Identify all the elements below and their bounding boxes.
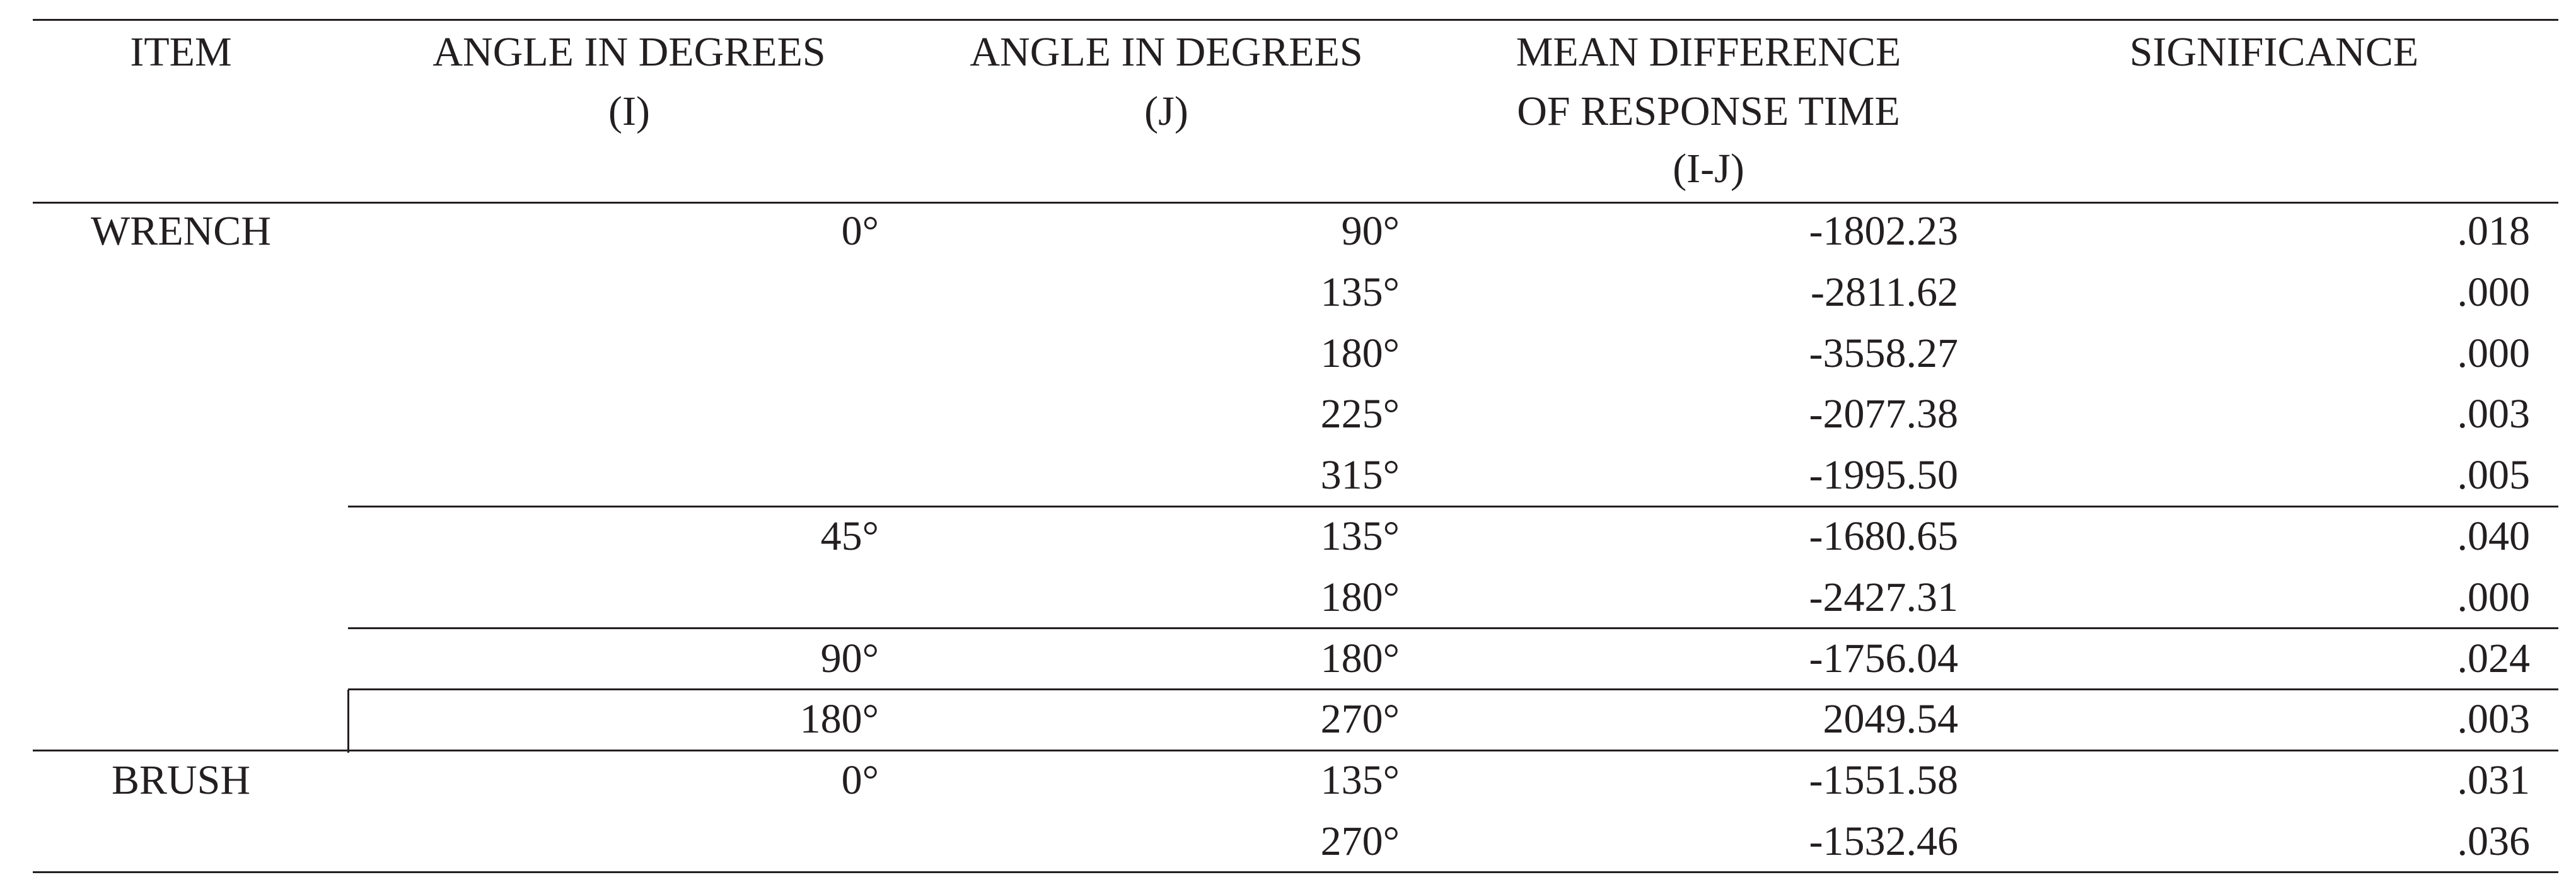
group-rule: [348, 506, 2558, 507]
angle-i: 0°: [841, 757, 879, 804]
angle-j: 270°: [1320, 696, 1400, 743]
angle-j: 180°: [1320, 330, 1400, 376]
header-cell: ANGLE IN DEGREES: [432, 29, 826, 75]
significance: .000: [2457, 269, 2531, 315]
angle-i: 0°: [841, 208, 879, 254]
mean-difference: -1756.04: [1809, 635, 1958, 681]
significance: .003: [2457, 696, 2531, 743]
significance: .005: [2457, 452, 2531, 499]
cell-border: [347, 690, 349, 753]
angle-j: 225°: [1320, 391, 1400, 438]
header-cell: MEAN DIFFERENCE: [1516, 29, 1901, 75]
angle-j: 135°: [1320, 513, 1400, 559]
angle-i: 45°: [820, 513, 879, 559]
group-rule: [348, 627, 2558, 629]
mean-difference: -1532.46: [1809, 818, 1958, 864]
significance: .003: [2457, 391, 2531, 438]
header-cell: ANGLE IN DEGREES: [970, 29, 1363, 75]
angle-j: 315°: [1320, 452, 1400, 499]
angle-j: 135°: [1320, 757, 1400, 804]
mean-difference: -2811.62: [1810, 269, 1958, 315]
significance: .018: [2457, 208, 2531, 254]
significance: .036: [2457, 818, 2531, 864]
item-rule: [33, 871, 2558, 873]
significance: .024: [2457, 635, 2531, 681]
header-cell: (I): [608, 88, 650, 134]
item-rule: [33, 750, 2558, 751]
mean-difference: -1802.23: [1809, 208, 1958, 254]
angle-j: 270°: [1320, 818, 1400, 864]
significance: .000: [2457, 330, 2531, 376]
mean-difference: -1551.58: [1809, 757, 1958, 804]
angle-j: 180°: [1320, 574, 1400, 620]
significance: .040: [2457, 513, 2531, 559]
angle-j: 180°: [1320, 635, 1400, 681]
group-rule: [348, 688, 2558, 690]
mean-difference: -1995.50: [1809, 452, 1958, 499]
top-rule: [33, 19, 2558, 21]
header-cell: OF RESPONSE TIME: [1517, 88, 1900, 134]
angle-i: 180°: [799, 696, 879, 743]
mean-difference: -2427.31: [1809, 574, 1958, 620]
item-name: WRENCH: [91, 208, 271, 254]
significance: .000: [2457, 574, 2531, 620]
mean-difference: -1680.65: [1809, 513, 1958, 559]
header-cell: (I-J): [1673, 146, 1744, 192]
angle-j: 90°: [1341, 208, 1400, 254]
mean-difference: -2077.38: [1809, 391, 1958, 438]
angle-i: 90°: [820, 635, 879, 681]
item-name: BRUSH: [111, 757, 251, 804]
header-cell: (J): [1144, 88, 1188, 134]
header-cell: ITEM: [130, 29, 232, 75]
mean-difference: 2049.54: [1823, 696, 1959, 743]
header-cell: SIGNIFICANCE: [2129, 29, 2419, 75]
angle-j: 135°: [1320, 269, 1400, 315]
header-rule: [33, 202, 2558, 204]
mean-difference: -3558.27: [1809, 330, 1958, 376]
significance: .031: [2457, 757, 2531, 804]
